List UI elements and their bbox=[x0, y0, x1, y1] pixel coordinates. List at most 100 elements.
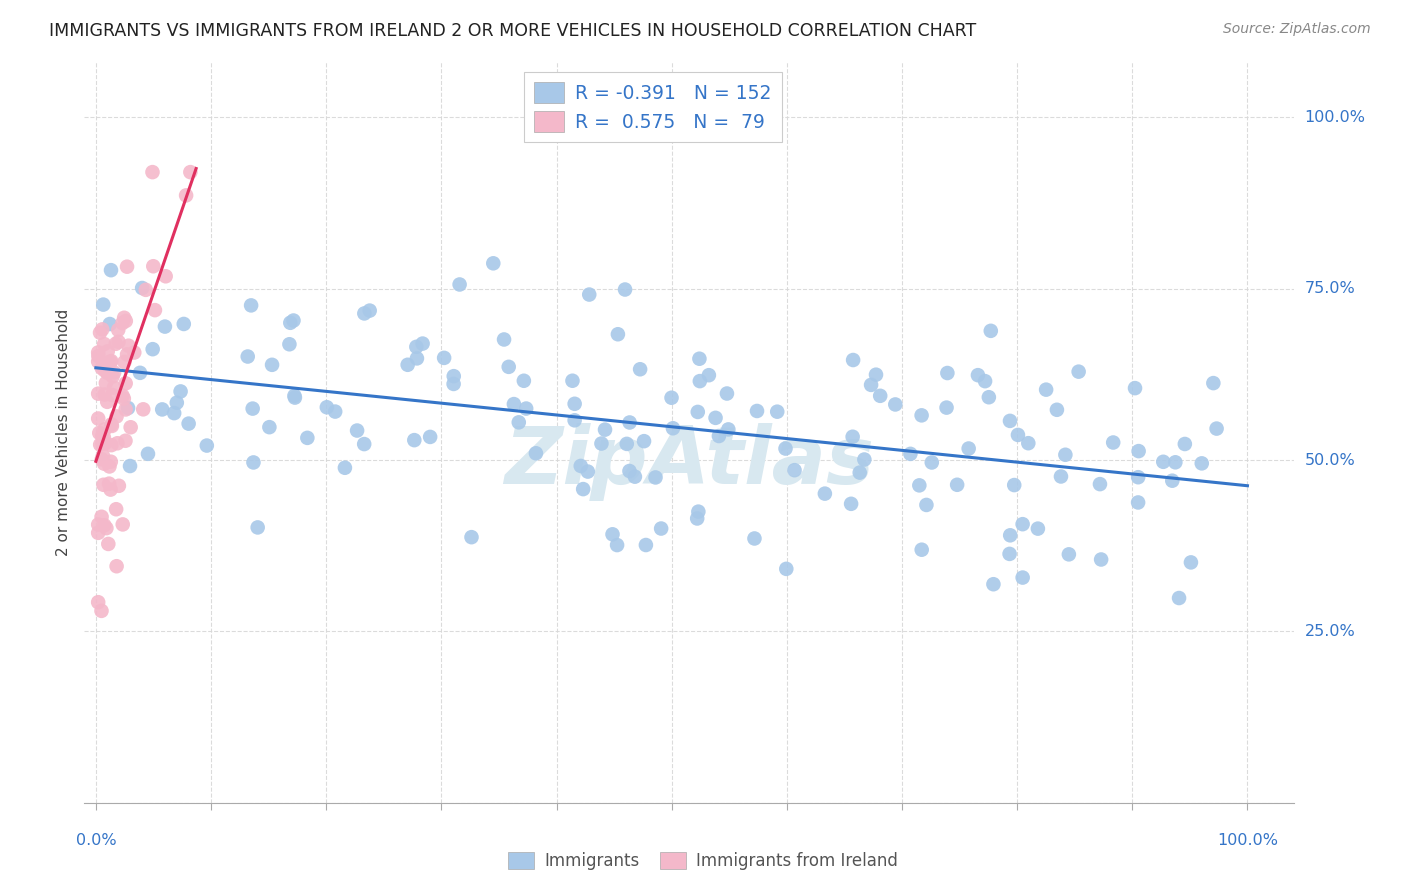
Point bbox=[1152, 455, 1174, 469]
Point bbox=[1191, 456, 1213, 470]
Point bbox=[112, 310, 135, 325]
Point bbox=[100, 355, 122, 369]
Point bbox=[564, 413, 586, 427]
Legend: Immigrants, Immigrants from Ireland: Immigrants, Immigrants from Ireland bbox=[501, 845, 905, 877]
Point bbox=[155, 269, 177, 284]
Point bbox=[107, 334, 129, 349]
Text: 75.0%: 75.0% bbox=[1305, 281, 1355, 296]
Point bbox=[1090, 552, 1112, 566]
Point bbox=[814, 486, 837, 500]
Point bbox=[697, 368, 720, 383]
Point bbox=[101, 418, 124, 433]
Point bbox=[104, 336, 127, 351]
Point bbox=[1128, 444, 1150, 458]
Point bbox=[103, 366, 125, 380]
Point bbox=[169, 384, 191, 399]
Point bbox=[624, 469, 647, 483]
Point bbox=[150, 402, 173, 417]
Point bbox=[1026, 522, 1049, 536]
Point bbox=[983, 577, 1005, 591]
Point bbox=[853, 452, 876, 467]
Point bbox=[135, 283, 157, 297]
Point bbox=[96, 394, 118, 409]
Point bbox=[716, 386, 738, 401]
Point bbox=[101, 388, 124, 402]
Point bbox=[404, 433, 426, 447]
Point bbox=[1168, 591, 1191, 605]
Point bbox=[1088, 477, 1111, 491]
Point bbox=[91, 436, 114, 450]
Point bbox=[91, 429, 114, 443]
Point bbox=[717, 422, 740, 436]
Point bbox=[1017, 436, 1039, 450]
Point bbox=[87, 354, 110, 368]
Point bbox=[911, 542, 934, 557]
Point bbox=[661, 391, 683, 405]
Point bbox=[242, 455, 264, 469]
Point bbox=[283, 313, 305, 327]
Point bbox=[1205, 421, 1227, 435]
Point bbox=[915, 498, 938, 512]
Point bbox=[449, 277, 471, 292]
Point bbox=[634, 538, 657, 552]
Point bbox=[1050, 469, 1073, 483]
Point bbox=[90, 604, 112, 618]
Point bbox=[89, 425, 111, 440]
Point bbox=[136, 447, 159, 461]
Point bbox=[240, 298, 263, 312]
Point bbox=[1035, 383, 1057, 397]
Point bbox=[87, 595, 110, 609]
Point bbox=[775, 562, 797, 576]
Text: 100.0%: 100.0% bbox=[1218, 833, 1278, 848]
Point bbox=[593, 423, 616, 437]
Point bbox=[97, 344, 120, 359]
Point bbox=[619, 464, 641, 478]
Point bbox=[1164, 455, 1187, 469]
Point bbox=[87, 345, 110, 359]
Point bbox=[89, 326, 111, 340]
Point bbox=[112, 392, 135, 406]
Point bbox=[246, 520, 269, 534]
Point bbox=[513, 374, 536, 388]
Point bbox=[967, 368, 990, 383]
Point bbox=[935, 401, 957, 415]
Point bbox=[115, 260, 138, 274]
Point bbox=[297, 431, 319, 445]
Point bbox=[260, 358, 283, 372]
Point bbox=[1180, 555, 1202, 569]
Point bbox=[131, 281, 153, 295]
Point bbox=[359, 303, 381, 318]
Point bbox=[433, 351, 456, 365]
Point bbox=[90, 361, 112, 376]
Point bbox=[87, 411, 110, 425]
Point bbox=[576, 465, 599, 479]
Point bbox=[100, 417, 122, 432]
Point bbox=[614, 283, 637, 297]
Point bbox=[107, 323, 129, 337]
Point bbox=[105, 409, 128, 424]
Point bbox=[662, 421, 685, 435]
Point bbox=[707, 429, 730, 443]
Point bbox=[315, 401, 337, 415]
Point bbox=[142, 259, 165, 273]
Point bbox=[111, 389, 134, 403]
Point bbox=[111, 517, 134, 532]
Point bbox=[569, 458, 592, 473]
Point bbox=[498, 359, 520, 374]
Point bbox=[91, 297, 114, 311]
Text: Source: ZipAtlas.com: Source: ZipAtlas.com bbox=[1223, 22, 1371, 37]
Point bbox=[1161, 474, 1184, 488]
Point bbox=[606, 538, 628, 552]
Point bbox=[278, 337, 301, 351]
Point bbox=[129, 366, 152, 380]
Point bbox=[775, 442, 797, 456]
Point bbox=[602, 527, 624, 541]
Text: 50.0%: 50.0% bbox=[1305, 452, 1355, 467]
Point bbox=[1002, 478, 1025, 492]
Point bbox=[115, 347, 138, 361]
Point bbox=[860, 377, 883, 392]
Point bbox=[1057, 547, 1080, 561]
Point bbox=[900, 447, 922, 461]
Point bbox=[998, 547, 1021, 561]
Point bbox=[93, 457, 115, 471]
